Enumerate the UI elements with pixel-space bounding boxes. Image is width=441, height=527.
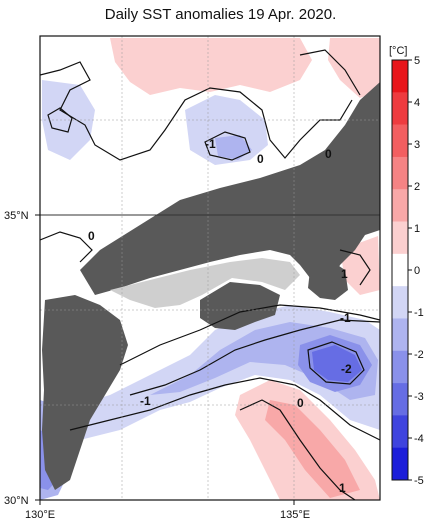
colorbar-tick-label: 5 [414, 55, 420, 67]
x-tick-label: 135°E [280, 509, 310, 521]
contour-minus1-south [129, 319, 380, 396]
contour-one-east [339, 249, 371, 286]
contour-zero-north [40, 61, 353, 161]
colorbar-swatch [392, 415, 408, 448]
colorbar-tick-label: -3 [414, 391, 424, 403]
contour-label: -2 [341, 362, 352, 376]
warm-anomaly-patch-northeast [328, 38, 380, 98]
colorbar-swatch [392, 124, 408, 158]
colorbar-tick-label: 4 [414, 97, 420, 109]
land-kii-peninsula [308, 260, 348, 300]
colorbar: 5 4 3 2 1 0 -1 -2 -3 -4 -5 [391, 55, 424, 487]
contour-zero-south-upper [119, 304, 380, 366]
contour-zero-northeast [299, 49, 361, 96]
colorbar-tick-label: 1 [414, 223, 420, 235]
land-shikoku [200, 282, 280, 330]
contour-minus2-south [307, 341, 365, 385]
contour-label: 1 [341, 267, 348, 281]
contour-label: 1 [339, 481, 346, 495]
contour-one-south [239, 399, 356, 500]
colorbar-tick-label: 0 [414, 265, 420, 277]
contour-label: -1 [205, 137, 216, 151]
contour-minus1-northwest [47, 107, 73, 133]
land-honshu [80, 82, 380, 295]
cool-anomaly-core-north [215, 135, 252, 160]
warm-anomaly-patch-north [110, 38, 312, 95]
colorbar-unit: [°C] [389, 45, 407, 57]
warm-anomaly-core-south [265, 400, 360, 498]
inland-sea [110, 258, 300, 308]
map-frame [39, 35, 381, 501]
contour-label: -1 [340, 311, 351, 325]
colorbar-tick-label: -5 [414, 475, 424, 487]
land-kyushu [42, 295, 128, 490]
contour-label: 0 [257, 152, 264, 166]
colorbar-swatch [392, 92, 408, 125]
map-area [40, 36, 380, 500]
x-tick-label: 130°E [25, 509, 55, 521]
colorbar-tick-label: 3 [414, 139, 420, 151]
contour-label: 0 [325, 147, 332, 161]
colorbar-tick-label: -4 [414, 433, 424, 445]
contour-zero-west [40, 231, 93, 263]
colorbar-tick-label: -1 [414, 307, 424, 319]
axis-ticks [35, 214, 295, 505]
colorbar-tick-label: 2 [414, 181, 420, 193]
cool-anomaly-strong-south [312, 345, 362, 382]
colorbar-swatch [392, 350, 408, 384]
map-title: Daily SST anomalies 19 Apr. 2020. [104, 6, 337, 23]
y-tick-label: 30°N [4, 495, 29, 507]
colorbar-swatch [392, 286, 408, 319]
colorbar-swatch [392, 60, 408, 93]
contour-zero-south-lower [69, 377, 380, 441]
colorbar-swatch [392, 189, 408, 222]
colorbar-swatch [392, 383, 408, 416]
contour-label: -1 [140, 394, 151, 408]
contour-label: 0 [88, 229, 95, 243]
contour-lines [40, 49, 380, 500]
y-tick-label: 35°N [4, 210, 29, 222]
colorbar-swatch [392, 156, 408, 190]
colorbar-swatch [392, 318, 408, 352]
colorbar-tick-label: -2 [414, 349, 424, 361]
colorbar-swatch [392, 447, 408, 481]
colorbar-swatch [392, 221, 408, 255]
contour-minus1-north [204, 131, 251, 161]
colorbar-swatch [392, 253, 408, 287]
contour-label: 0 [297, 396, 304, 410]
